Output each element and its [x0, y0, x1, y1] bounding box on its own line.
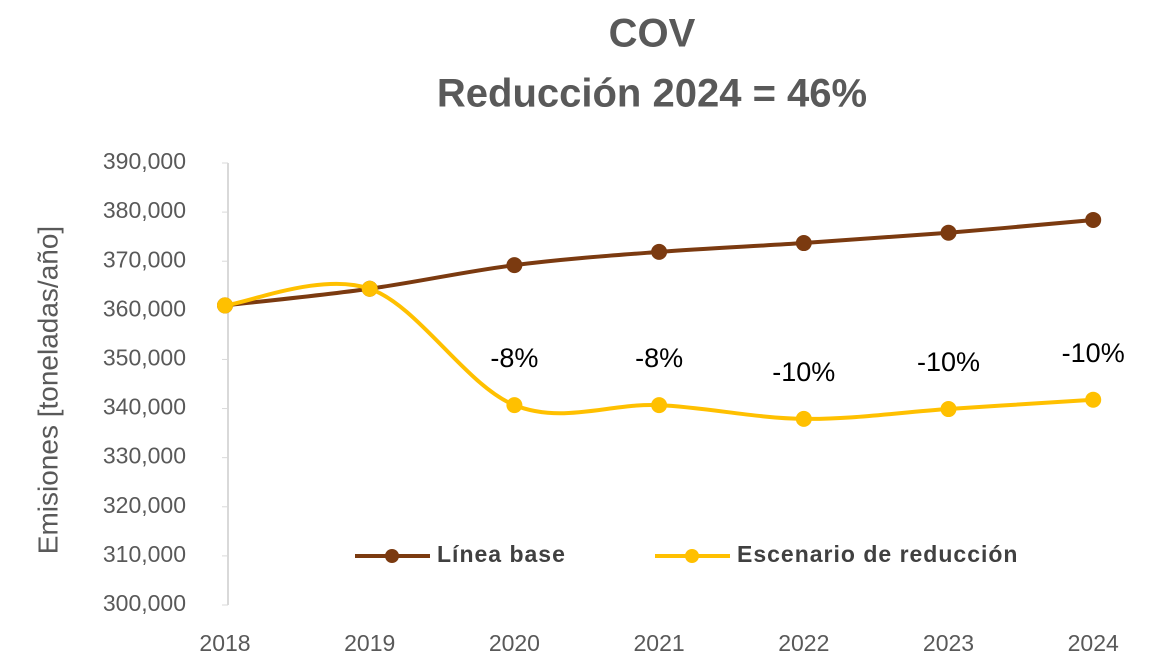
x-tick-label: 2023	[923, 630, 974, 656]
point	[795, 235, 812, 252]
y-axis-title: Emisiones [toneladas/año]	[32, 226, 63, 554]
x-tick-label: 2021	[634, 630, 685, 656]
y-tick-label: 390,000	[103, 148, 186, 174]
y-tick-label: 320,000	[103, 492, 186, 518]
y-tick-label: 310,000	[103, 541, 186, 567]
point	[506, 257, 523, 274]
legend-label: Escenario de reducción	[737, 541, 1018, 567]
y-tick-label: 330,000	[103, 443, 186, 469]
y-tick-label: 340,000	[103, 394, 186, 420]
point	[506, 397, 523, 414]
annotation: -10%	[917, 347, 980, 377]
point	[940, 224, 957, 241]
legend-marker	[385, 549, 399, 563]
x-tick-label: 2024	[1068, 630, 1119, 656]
y-tick-label: 350,000	[103, 345, 186, 371]
point	[1085, 211, 1102, 228]
annotation: -8%	[635, 343, 683, 373]
annotation: -8%	[490, 343, 538, 373]
legend-label: Línea base	[437, 541, 566, 567]
x-tick-label: 2018	[199, 630, 250, 656]
annotation: -10%	[772, 357, 835, 387]
x-tick-label: 2022	[778, 630, 829, 656]
x-tick-label: 2019	[344, 630, 395, 656]
point	[651, 243, 668, 260]
series-line	[224, 217, 1094, 308]
point	[651, 397, 668, 414]
y-tick-label: 360,000	[103, 295, 186, 321]
point	[217, 297, 233, 314]
x-tick-label: 2020	[489, 630, 540, 656]
annotation: -10%	[1062, 338, 1125, 368]
point	[940, 401, 957, 418]
legend-marker	[685, 549, 699, 563]
point	[361, 280, 378, 297]
point	[1085, 391, 1102, 408]
y-tick-label: 300,000	[103, 590, 186, 616]
point	[795, 410, 812, 427]
y-tick-label: 370,000	[103, 246, 186, 272]
y-tick-label: 380,000	[103, 197, 186, 223]
chart-title: COV	[609, 12, 696, 56]
chart-subtitle: Reducción 2024 = 46%	[437, 72, 867, 116]
